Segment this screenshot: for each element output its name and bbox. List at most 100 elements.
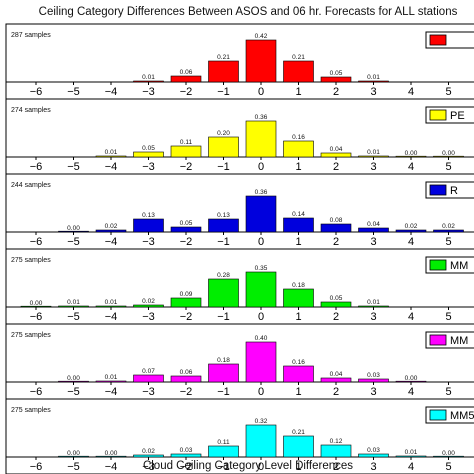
bar [245, 120, 277, 158]
samples-label: 244 samples [11, 182, 51, 189]
value-label: 0.00 [405, 150, 418, 157]
bar [320, 152, 352, 158]
value-label: 0.05 [180, 220, 193, 227]
bar [320, 377, 352, 383]
x-tick-label: −2 [180, 311, 193, 323]
value-label: 0.05 [330, 295, 343, 302]
x-tick-label: 5 [445, 86, 451, 98]
x-tick-label: −5 [67, 236, 80, 248]
value-label: 0.16 [292, 359, 305, 366]
value-label: 0.09 [180, 291, 193, 298]
x-tick-label: 5 [445, 311, 451, 323]
x-tick-label: 1 [295, 86, 301, 98]
x-tick-label: 0 [258, 386, 264, 398]
samples-label: 287 samples [11, 32, 51, 39]
x-tick-label: 4 [408, 86, 414, 98]
bar [133, 151, 164, 158]
x-tick-label: −2 [180, 161, 193, 173]
x-tick-label: 1 [295, 461, 301, 473]
legend-swatch [429, 109, 447, 121]
bar [170, 297, 202, 308]
x-tick-label: 0 [258, 236, 264, 248]
bar [208, 60, 239, 83]
value-label: 0.06 [180, 69, 193, 76]
value-label: 0.11 [217, 439, 230, 446]
value-label: 0.05 [330, 70, 343, 77]
bar [95, 229, 127, 233]
value-label: 0.01 [105, 149, 118, 156]
x-tick-label: 4 [408, 386, 414, 398]
x-tick-label: −2 [180, 236, 193, 248]
x-tick-label: −6 [30, 311, 43, 323]
bar [283, 365, 314, 383]
bar [133, 80, 164, 83]
x-tick-label: −3 [142, 311, 155, 323]
x-tick-label: 3 [370, 311, 376, 323]
value-label: 0.02 [105, 223, 118, 230]
x-tick-label: 5 [445, 386, 451, 398]
bar [433, 229, 464, 233]
x-tick-label: −1 [217, 86, 230, 98]
x-tick-label: −2 [180, 461, 193, 473]
x-tick-label: 2 [333, 386, 339, 398]
value-label: 0.13 [142, 212, 155, 219]
x-tick-label: −3 [142, 461, 155, 473]
x-tick-label: −4 [105, 161, 118, 173]
samples-label: 275 samples [11, 407, 51, 414]
value-label: 0.06 [180, 369, 193, 376]
legend-swatch [429, 184, 447, 196]
value-label: 0.36 [255, 114, 268, 121]
samples-label: 275 samples [11, 257, 51, 264]
value-label: 0.28 [217, 272, 230, 279]
value-label: 0.03 [180, 447, 193, 454]
bar [245, 271, 277, 308]
x-tick-label: −5 [67, 161, 80, 173]
x-tick-label: 1 [295, 311, 301, 323]
x-tick-label: −2 [180, 386, 193, 398]
x-tick-label: 1 [295, 161, 301, 173]
bar [208, 218, 239, 233]
bar [283, 435, 314, 458]
value-label: 0.21 [292, 54, 305, 61]
x-tick-label: −6 [30, 236, 43, 248]
value-label: 0.01 [142, 74, 155, 81]
value-label: 0.00 [442, 450, 455, 457]
value-label: 0.42 [255, 33, 268, 40]
value-label: 0.00 [442, 150, 455, 157]
chart-title: Ceiling Category Differences Between ASO… [39, 6, 458, 18]
chart-panel: 275 samples MM 0.00 −6 0.01 −5 0.01 −4 0.02 −3 0.0… [5, 248, 474, 325]
bar [320, 444, 352, 458]
chart-panels: 287 samples −6 −5 −4 0.01 −3 0.06 −2 0.21 −1 0.42 0… [5, 23, 474, 474]
x-tick-label: −4 [105, 86, 118, 98]
x-tick-label: 2 [333, 86, 339, 98]
value-label: 0.32 [255, 418, 268, 425]
x-tick-label: 1 [295, 386, 301, 398]
value-label: 0.01 [105, 374, 118, 381]
value-label: 0.05 [142, 145, 155, 152]
x-tick-label: −3 [142, 386, 155, 398]
legend-swatch [429, 259, 447, 271]
x-tick-label: 0 [258, 311, 264, 323]
bar [283, 60, 314, 83]
value-label: 0.01 [105, 299, 118, 306]
bar [133, 454, 164, 458]
x-tick-label: −1 [217, 311, 230, 323]
bar [245, 341, 277, 383]
bar [58, 305, 89, 308]
bar [133, 218, 164, 233]
x-tick-label: −3 [142, 236, 155, 248]
x-tick-label: −3 [142, 86, 155, 98]
x-tick-label: 3 [370, 236, 376, 248]
bar [170, 145, 202, 158]
value-label: 0.01 [67, 299, 80, 306]
x-tick-label: −6 [30, 386, 43, 398]
x-tick-label: 4 [408, 311, 414, 323]
x-tick-label: −3 [142, 161, 155, 173]
value-label: 0.35 [255, 265, 268, 272]
bar [95, 380, 127, 383]
value-label: 0.18 [217, 357, 230, 364]
chart-panel: 275 samples MM5 −6 0.00 −5 0.00 −4 0.02 −3 0.03 −2… [5, 398, 474, 474]
bar [208, 363, 239, 383]
panel-frame [5, 398, 474, 474]
x-tick-label: −4 [105, 236, 118, 248]
